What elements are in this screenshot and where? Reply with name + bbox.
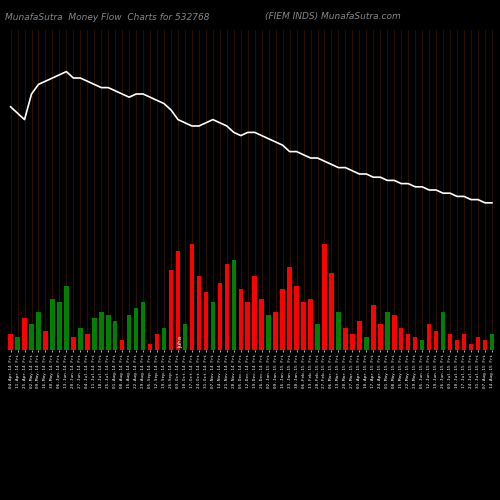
Bar bbox=[169, 270, 173, 350]
Bar bbox=[392, 315, 396, 350]
Bar bbox=[468, 344, 473, 350]
Bar bbox=[176, 251, 180, 350]
Bar bbox=[29, 324, 34, 350]
Bar bbox=[71, 337, 76, 350]
Bar bbox=[16, 337, 20, 350]
Bar bbox=[120, 340, 124, 350]
Bar bbox=[482, 340, 487, 350]
Bar bbox=[343, 328, 347, 350]
Bar bbox=[427, 324, 432, 350]
Bar bbox=[99, 312, 103, 350]
Bar bbox=[50, 299, 54, 350]
Bar bbox=[266, 315, 271, 350]
Bar bbox=[399, 328, 404, 350]
Bar bbox=[232, 260, 236, 350]
Bar bbox=[196, 276, 201, 350]
Bar bbox=[78, 328, 82, 350]
Bar bbox=[308, 299, 313, 350]
Bar bbox=[288, 267, 292, 350]
Bar bbox=[371, 305, 376, 350]
Bar bbox=[260, 299, 264, 350]
Bar bbox=[162, 328, 166, 350]
Bar bbox=[420, 340, 424, 350]
Bar bbox=[210, 302, 215, 350]
Bar bbox=[434, 331, 438, 350]
Bar bbox=[246, 302, 250, 350]
Bar bbox=[113, 321, 117, 350]
Bar bbox=[455, 340, 460, 350]
Bar bbox=[316, 324, 320, 350]
Text: Juha: Juha bbox=[178, 336, 183, 348]
Bar bbox=[155, 334, 160, 350]
Bar bbox=[224, 264, 229, 350]
Bar bbox=[182, 324, 187, 350]
Bar bbox=[448, 334, 452, 350]
Bar bbox=[8, 334, 13, 350]
Bar bbox=[141, 302, 146, 350]
Bar bbox=[280, 289, 285, 350]
Bar bbox=[252, 276, 257, 350]
Bar bbox=[462, 334, 466, 350]
Bar bbox=[64, 286, 68, 350]
Bar bbox=[127, 315, 132, 350]
Bar bbox=[364, 337, 368, 350]
Bar bbox=[43, 331, 48, 350]
Bar bbox=[490, 334, 494, 350]
Bar bbox=[329, 273, 334, 350]
Bar bbox=[57, 302, 62, 350]
Bar bbox=[406, 334, 410, 350]
Bar bbox=[106, 315, 110, 350]
Bar bbox=[294, 286, 299, 350]
Bar bbox=[350, 334, 354, 350]
Bar bbox=[148, 344, 152, 350]
Bar bbox=[357, 321, 362, 350]
Bar bbox=[476, 337, 480, 350]
Bar bbox=[238, 289, 243, 350]
Bar bbox=[134, 308, 138, 350]
Bar bbox=[413, 337, 418, 350]
Text: (FIEM INDS) MunafaSutra.com: (FIEM INDS) MunafaSutra.com bbox=[265, 12, 401, 22]
Bar bbox=[22, 318, 27, 350]
Bar bbox=[218, 283, 222, 350]
Bar bbox=[92, 318, 96, 350]
Bar bbox=[441, 312, 446, 350]
Bar bbox=[378, 324, 382, 350]
Bar bbox=[190, 244, 194, 350]
Bar bbox=[274, 312, 278, 350]
Bar bbox=[85, 334, 89, 350]
Bar bbox=[322, 244, 327, 350]
Bar bbox=[204, 292, 208, 350]
Bar bbox=[36, 312, 41, 350]
Bar bbox=[336, 312, 340, 350]
Bar bbox=[302, 302, 306, 350]
Bar bbox=[385, 312, 390, 350]
Text: MunafaSutra  Money Flow  Charts for 532768: MunafaSutra Money Flow Charts for 532768 bbox=[5, 12, 210, 22]
